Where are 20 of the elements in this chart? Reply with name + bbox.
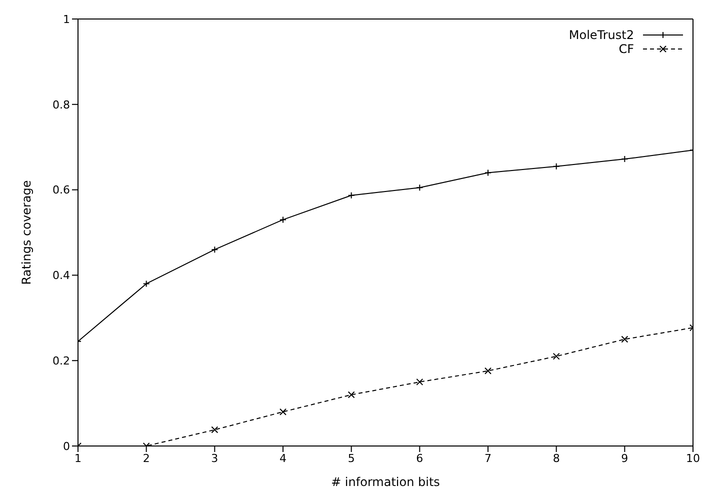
y-tick-label: 0.2 (52, 354, 70, 368)
x-tick-label: 10 (686, 452, 700, 465)
y-tick-label: 0.4 (52, 269, 70, 282)
x-tick-label: 7 (484, 452, 492, 465)
x-tick-label: 2 (142, 452, 150, 465)
y-tick-label: 0.8 (52, 98, 70, 112)
x-axis-title: # information bits (331, 475, 440, 489)
x-tick-label: 6 (416, 452, 424, 465)
y-tick-label: 0.6 (52, 184, 70, 197)
y-tick-label: 0 (63, 440, 70, 453)
x-tick-label: 9 (621, 452, 628, 465)
legend-label: CF (618, 42, 634, 56)
x-tick-label: 5 (348, 452, 355, 465)
x-tick-label: 4 (280, 452, 286, 465)
legend-label: MoleTrust2 (568, 28, 634, 42)
y-tick-label: 1 (63, 12, 70, 26)
x-tick-label: 8 (552, 452, 560, 465)
x-tick-label: 3 (211, 452, 218, 465)
y-axis-title: Ratings coverage (19, 180, 34, 285)
x-tick-label: 1 (74, 452, 82, 465)
